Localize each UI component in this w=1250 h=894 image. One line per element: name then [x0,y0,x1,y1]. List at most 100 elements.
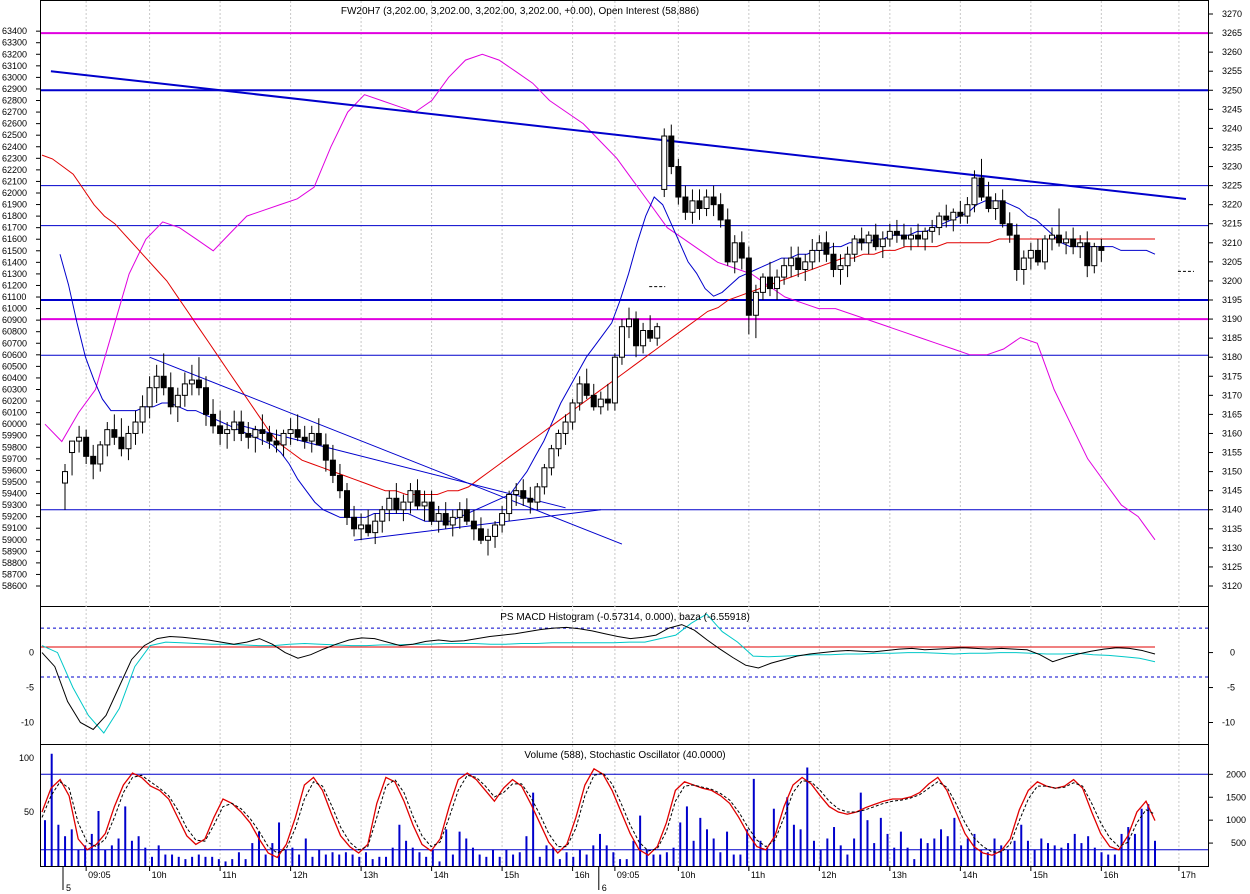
candle-body [816,242,823,251]
candle-body [125,432,132,450]
candle-body [69,440,76,454]
right-tick-label: 3220 [1222,200,1242,210]
macd-signal-line [41,613,1156,734]
right-tick-label: 3245 [1222,104,1242,114]
candle-body [971,177,978,206]
candle-body [774,276,781,290]
candle-body [590,394,597,408]
candle-body [915,234,922,240]
candle-body [759,276,766,293]
candle-body [1013,234,1020,270]
left-tick-label: 63300 [2,38,27,48]
candle-body [1027,249,1034,259]
candle-body [76,436,83,442]
candle-body [943,215,950,221]
candle-body [548,448,555,469]
candle-body [266,432,273,442]
candle-body [618,326,625,358]
candle-body [668,135,675,168]
left-tick-label: 59100 [2,523,27,533]
right-tick-label: 3190 [1222,314,1242,324]
left-tick-label: 58600 [2,581,27,591]
trend-line [149,356,623,545]
left-tick-label: 62000 [2,188,27,198]
candle-body [752,291,759,316]
left-tick-label: 61200 [2,280,27,290]
left-tick-label: 59000 [2,535,27,545]
right-tick-label: 3225 [1222,181,1242,191]
right-tick-label: 3235 [1222,142,1242,152]
time-tick-label: 16h [1103,870,1118,880]
right-tick-label: 3145 [1222,486,1242,496]
candle-body [865,234,872,244]
left-tick-label: 60600 [2,350,27,360]
candle-body [745,257,752,316]
right-tick-label: 3255 [1222,66,1242,76]
candle-body [259,429,266,434]
candle-body [520,490,527,499]
left-tick-label: 63100 [2,61,27,71]
right-tick-label: 3205 [1222,257,1242,267]
time-tick-label: 14h [962,870,977,880]
day-label: 5 [66,883,71,893]
right-tick-label: 3155 [1222,448,1242,458]
candle-body [576,383,583,404]
candle-body [195,379,202,389]
time-tick-label: 15h [504,870,519,880]
left-tick-label: 60100 [2,408,27,418]
right-tick-label: 3130 [1222,543,1242,553]
left-tick-label: 61600 [2,234,27,244]
candle-body [252,429,259,438]
left-tick-label: 62600 [2,119,27,129]
candle-body [344,490,350,518]
left-tick-label: 62700 [2,107,27,117]
candle-body [893,230,900,236]
candle-body [682,196,689,213]
right-tick-label: 3240 [1222,123,1242,133]
macd-panel: 0 0 -5 -5 -10 -10 [21,613,1235,734]
candle-body [767,276,773,290]
candle-body [583,383,590,396]
left-tick-label: 59400 [2,489,27,499]
stochastic-k-line [41,767,1156,859]
candle-body [879,238,886,248]
candle-body [111,429,118,438]
candle-body [280,432,287,446]
right-tick-label: 3170 [1222,390,1242,400]
candle-body [485,535,491,541]
left-tick-label: 60800 [2,327,27,337]
candle-body [781,265,788,278]
left-tick-label: 60700 [2,338,27,348]
candle-body [365,524,372,534]
candle-body [738,242,745,259]
candle-body [1056,234,1063,244]
price-dash-marks [649,270,1194,288]
candle-body [224,429,231,434]
left-tick-label: 61000 [2,304,27,314]
candle-body [104,429,111,446]
candle-body [597,398,604,408]
right-tick-label: 3195 [1222,295,1242,305]
left-tick-label: 60300 [2,384,27,394]
left-tick-label: 60500 [2,361,27,371]
candle-body [1063,238,1070,244]
right-tick-label: 3185 [1222,333,1242,343]
candle-body [407,490,414,503]
candle-body [492,524,499,537]
left-tick-label: 59200 [2,512,27,522]
candle-body [731,242,738,263]
candle-body [830,253,837,270]
right-tick-label: 3135 [1222,524,1242,534]
left-tick-label: 62200 [2,165,27,175]
candle-body [456,509,463,518]
trend-lines-layer [50,70,1187,545]
candle-body [132,421,139,434]
candle-body [929,227,936,232]
candle-body [1091,246,1098,267]
candle-body [167,387,174,408]
left-tick-label: 61100 [2,292,26,302]
stochastic-d-line [41,772,1156,854]
candle-body [372,520,379,534]
candle-body [710,196,717,206]
